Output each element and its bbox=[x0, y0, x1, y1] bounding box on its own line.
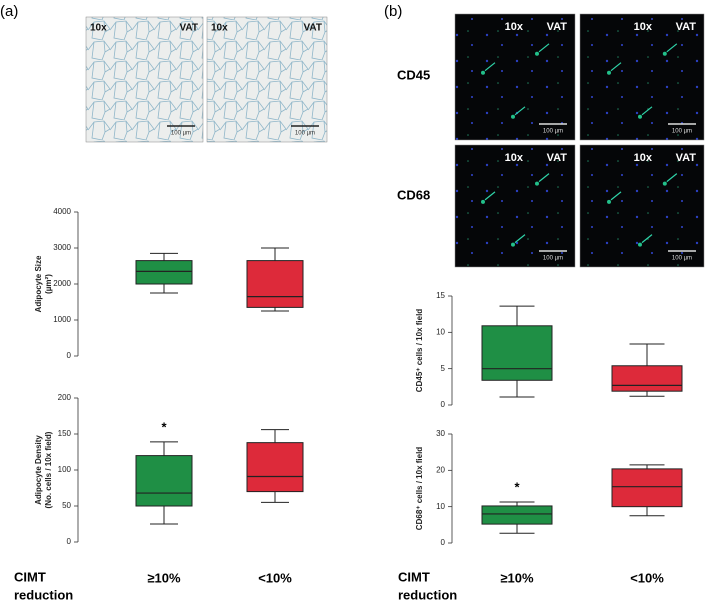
arrow bbox=[538, 173, 550, 183]
scale-label: 100 µm bbox=[672, 256, 692, 262]
scale-label: 100 µm bbox=[543, 256, 563, 262]
scale-label: 100 µm bbox=[295, 131, 315, 137]
arrow bbox=[666, 43, 678, 53]
y-tick-label: 2000 bbox=[53, 279, 71, 288]
scale-label: 100 µm bbox=[171, 131, 191, 137]
arrow bbox=[514, 106, 526, 116]
x-tick-label: <10% bbox=[258, 570, 292, 585]
y-tick-label: 15 bbox=[436, 291, 445, 300]
y-tick-label: 10 bbox=[436, 327, 445, 336]
x-title: reduction bbox=[14, 587, 73, 602]
y-tick-label: 50 bbox=[62, 501, 71, 510]
y-tick-label: 3000 bbox=[53, 243, 71, 252]
box bbox=[246, 260, 304, 308]
y-tick-label: 100 bbox=[58, 465, 72, 474]
cell bbox=[511, 242, 515, 247]
y-axis-title: CD68⁺ cells / 10x field bbox=[415, 447, 424, 530]
x-title: CIMT bbox=[14, 569, 46, 584]
y-axis-title: Adipocyte Size bbox=[34, 255, 43, 312]
arrow bbox=[538, 43, 550, 53]
row-label: CD68 bbox=[397, 187, 430, 202]
micrograph bbox=[579, 13, 705, 141]
y-axis-title: (No. cells / 10x field) bbox=[44, 431, 53, 508]
image-site: VAT bbox=[547, 21, 568, 33]
arrow bbox=[484, 62, 496, 72]
y-axis-title: (µm²) bbox=[44, 274, 53, 294]
row-label: CD45 bbox=[397, 67, 430, 82]
cell bbox=[638, 114, 642, 119]
cell bbox=[481, 70, 485, 75]
micrograph bbox=[579, 144, 705, 268]
y-tick-label: 4000 bbox=[53, 207, 71, 216]
x-title: CIMT bbox=[398, 569, 430, 584]
significance-marker: * bbox=[514, 479, 520, 494]
image-magnification: 10x bbox=[90, 23, 107, 34]
y-tick-label: 150 bbox=[58, 429, 72, 438]
image-magnification: 10x bbox=[634, 21, 653, 33]
box bbox=[481, 325, 553, 381]
scale-label: 100 µm bbox=[672, 129, 692, 135]
box bbox=[481, 505, 553, 525]
arrow bbox=[641, 234, 653, 244]
cell bbox=[662, 51, 667, 56]
arrow bbox=[666, 173, 678, 183]
image-site: VAT bbox=[547, 152, 568, 164]
image-magnification: 10x bbox=[211, 23, 228, 34]
y-tick-label: 0 bbox=[67, 537, 72, 546]
cell bbox=[535, 181, 539, 186]
y-tick-label: 0 bbox=[441, 400, 446, 409]
cell bbox=[511, 114, 515, 119]
micrograph bbox=[454, 13, 576, 141]
y-tick-label: 200 bbox=[58, 393, 72, 402]
cell bbox=[662, 181, 667, 186]
y-axis-title: Adipocyte Density bbox=[34, 435, 43, 505]
image-magnification: 10x bbox=[505, 21, 524, 33]
scale-label: 100 µm bbox=[543, 129, 563, 135]
box bbox=[135, 455, 193, 507]
cell bbox=[607, 70, 611, 75]
panel-label: (b) bbox=[384, 3, 402, 20]
box bbox=[246, 442, 304, 493]
image-magnification: 10x bbox=[634, 152, 653, 164]
x-tick-label: ≥10% bbox=[500, 570, 534, 585]
y-tick-label: 10 bbox=[436, 502, 445, 511]
image-site: VAT bbox=[676, 152, 697, 164]
cell bbox=[535, 51, 539, 56]
box bbox=[135, 260, 193, 285]
box bbox=[611, 468, 683, 508]
x-tick-label: ≥10% bbox=[147, 570, 181, 585]
arrow bbox=[514, 234, 526, 244]
y-tick-label: 0 bbox=[67, 351, 72, 360]
arrow bbox=[610, 191, 622, 201]
y-tick-label: 5 bbox=[441, 364, 446, 373]
cell bbox=[607, 199, 611, 204]
x-title: reduction bbox=[398, 587, 457, 602]
box bbox=[611, 365, 683, 392]
x-tick-label: <10% bbox=[630, 570, 664, 585]
image-magnification: 10x bbox=[505, 152, 524, 164]
image-site: VAT bbox=[676, 21, 697, 33]
cell bbox=[481, 199, 485, 204]
y-tick-label: 30 bbox=[436, 429, 445, 438]
y-tick-label: 20 bbox=[436, 465, 445, 474]
arrow bbox=[641, 106, 653, 116]
y-axis-title: CD45⁺ cells / 10x field bbox=[415, 309, 424, 392]
image-site: VAT bbox=[303, 23, 322, 34]
image-site: VAT bbox=[179, 23, 198, 34]
arrow bbox=[610, 62, 622, 72]
micrograph bbox=[454, 144, 576, 268]
cell bbox=[638, 242, 642, 247]
arrow bbox=[484, 191, 496, 201]
micrograph bbox=[206, 16, 328, 143]
y-tick-label: 0 bbox=[441, 538, 446, 547]
panel-label: (a) bbox=[0, 3, 18, 20]
y-tick-label: 1000 bbox=[53, 315, 71, 324]
micrograph bbox=[85, 16, 204, 143]
significance-marker: * bbox=[161, 419, 167, 434]
